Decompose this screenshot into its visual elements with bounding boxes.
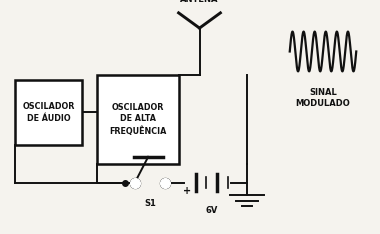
- Text: +: +: [183, 186, 192, 196]
- Text: SINAL
MODULADO: SINAL MODULADO: [296, 88, 350, 108]
- Text: ANTENA: ANTENA: [180, 0, 219, 4]
- FancyBboxPatch shape: [15, 80, 82, 145]
- Text: S1: S1: [144, 199, 156, 208]
- Text: OSCILADOR
DE ALTA
FREQUÊNCIA: OSCILADOR DE ALTA FREQUÊNCIA: [109, 103, 166, 136]
- Text: OSCILADOR
DE ÁUDIO: OSCILADOR DE ÁUDIO: [22, 102, 74, 123]
- Text: 6V: 6V: [206, 206, 218, 215]
- FancyBboxPatch shape: [97, 75, 179, 164]
